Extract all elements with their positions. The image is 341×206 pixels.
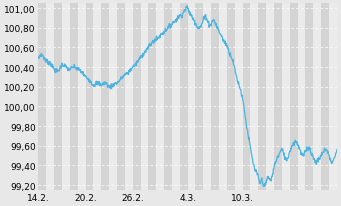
Bar <box>329 4 337 190</box>
Bar <box>282 4 290 190</box>
Bar <box>203 4 211 190</box>
Bar <box>54 4 62 190</box>
Bar <box>133 4 140 190</box>
Bar <box>140 4 148 190</box>
Bar <box>258 4 266 190</box>
Bar <box>86 4 93 190</box>
Bar <box>117 4 125 190</box>
Bar <box>219 4 227 190</box>
Bar <box>313 4 321 190</box>
Bar <box>298 4 306 190</box>
Bar <box>101 4 109 190</box>
Bar <box>306 4 313 190</box>
Bar <box>235 4 242 190</box>
Bar <box>109 4 117 190</box>
Bar <box>250 4 258 190</box>
Bar <box>164 4 172 190</box>
Bar <box>172 4 180 190</box>
Bar <box>195 4 203 190</box>
Bar <box>156 4 164 190</box>
Bar <box>125 4 133 190</box>
Bar <box>70 4 78 190</box>
Bar <box>211 4 219 190</box>
Bar <box>266 4 274 190</box>
Bar <box>274 4 282 190</box>
Bar <box>148 4 156 190</box>
Bar <box>62 4 70 190</box>
Bar <box>78 4 86 190</box>
Bar <box>290 4 298 190</box>
Bar <box>227 4 235 190</box>
Bar <box>242 4 250 190</box>
Bar <box>39 4 46 190</box>
Bar <box>180 4 188 190</box>
Bar <box>321 4 329 190</box>
Bar <box>93 4 101 190</box>
Bar <box>46 4 54 190</box>
Bar <box>188 4 195 190</box>
